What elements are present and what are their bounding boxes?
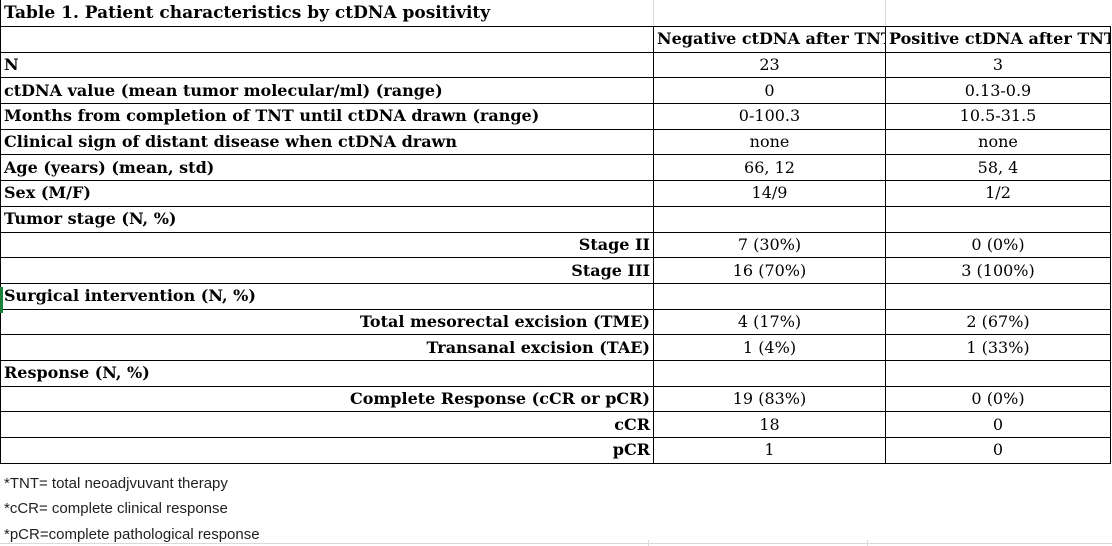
table-row: Stage II 7 (30%) 0 (0%) [0, 231, 1111, 259]
row-label-cell[interactable]: N [0, 51, 654, 79]
value-cell[interactable]: 1/2 [885, 180, 1111, 207]
gridline-vertical [885, 0, 886, 26]
footnotes: *TNT= total neoadjvuvant therapy *cCR= c… [0, 471, 1110, 546]
row-label-cell[interactable]: Age (years) (mean, std) [0, 154, 654, 182]
value-cell[interactable]: none [885, 128, 1111, 156]
table-row: Sex (M/F) 14/9 1/2 [0, 180, 1111, 207]
table-row: Stage III 16 (70%) 3 (100%) [0, 257, 1111, 284]
value-cell[interactable]: 0.13-0.9 [885, 77, 1111, 105]
value-cell[interactable]: 3 (100%) [885, 257, 1111, 284]
footnote-ccr[interactable]: *cCR= complete clinical response [4, 500, 228, 518]
value-cell[interactable]: 23 [653, 51, 886, 79]
value-cell[interactable]: 0 (0%) [885, 385, 1111, 413]
table-row: ctDNA value (mean tumor molecular/ml) (r… [0, 77, 1111, 105]
row-label-cell[interactable]: Surgical intervention (N, %) [0, 282, 654, 310]
table-row: Total mesorectal excision (TME) 4 (17%) … [0, 308, 1111, 336]
row-label-cell[interactable]: Total mesorectal excision (TME) [0, 308, 654, 336]
table-row-category: Response (N, %) [0, 359, 1111, 387]
row-label-cell[interactable]: Sex (M/F) [0, 180, 654, 207]
row-label-cell[interactable]: Tumor stage (N, %) [0, 205, 654, 233]
table-row: Age (years) (mean, std) 66, 12 58, 4 [0, 154, 1111, 182]
value-cell[interactable]: 0 [885, 437, 1111, 464]
row-label-cell[interactable]: Response (N, %) [0, 359, 654, 387]
value-cell[interactable]: 1 [653, 437, 886, 464]
value-cell[interactable]: 1 (33%) [885, 334, 1111, 361]
table-title: Table 1. Patient characteristics by ctDN… [4, 3, 491, 23]
value-cell[interactable] [885, 205, 1111, 233]
value-cell[interactable]: 1 (4%) [653, 334, 886, 361]
value-cell[interactable]: 14/9 [653, 180, 886, 207]
table-row: cCR 18 0 [0, 411, 1111, 438]
value-cell[interactable]: 0-100.3 [653, 103, 886, 130]
row-label-cell[interactable]: Months from completion of TNT until ctDN… [0, 103, 654, 130]
value-cell[interactable]: 10.5-31.5 [885, 103, 1111, 130]
value-cell[interactable]: 16 (70%) [653, 257, 886, 284]
row-label-cell[interactable]: ctDNA value (mean tumor molecular/ml) (r… [0, 77, 654, 105]
value-cell[interactable]: 0 [885, 411, 1111, 438]
table-row: Complete Response (cCR or pCR) 19 (83%) … [0, 385, 1111, 413]
patient-characteristics-table: Negative ctDNA after TNT Positive ctDNA … [0, 26, 1111, 464]
value-cell[interactable]: 0 [653, 77, 886, 105]
value-cell[interactable]: 3 [885, 51, 1111, 79]
column-header-negative-ctdna[interactable]: Negative ctDNA after TNT [653, 26, 886, 53]
table-row-category: Surgical intervention (N, %) [0, 282, 1111, 310]
value-cell[interactable] [653, 282, 886, 310]
value-cell[interactable] [885, 282, 1111, 310]
value-cell[interactable]: 2 (67%) [885, 308, 1111, 336]
table-row-category: Tumor stage (N, %) [0, 205, 1111, 233]
value-cell[interactable]: none [653, 128, 886, 156]
gridline-vertical [867, 540, 868, 546]
value-cell[interactable]: 0 (0%) [885, 231, 1111, 259]
table-row: pCR 1 0 [0, 437, 1111, 464]
value-cell[interactable] [653, 359, 886, 387]
table-row: Transanal excision (TAE) 1 (4%) 1 (33%) [0, 334, 1111, 361]
value-cell[interactable]: 18 [653, 411, 886, 438]
header-row: Negative ctDNA after TNT Positive ctDNA … [0, 26, 1111, 53]
value-cell[interactable]: 7 (30%) [653, 231, 886, 259]
row-label-cell[interactable]: cCR [0, 411, 654, 438]
table-title-cell[interactable]: Table 1. Patient characteristics by ctDN… [0, 0, 1112, 26]
row-label-cell[interactable]: Complete Response (cCR or pCR) [0, 385, 654, 413]
value-cell[interactable]: 4 (17%) [653, 308, 886, 336]
row-label-cell[interactable]: Stage III [0, 257, 654, 284]
footnote-tnt[interactable]: *TNT= total neoadjvuvant therapy [4, 475, 228, 493]
table-row: N 23 3 [0, 51, 1111, 79]
gridline-vertical [648, 540, 649, 546]
selection-indicator [0, 287, 3, 313]
row-label-cell[interactable]: Transanal excision (TAE) [0, 334, 654, 361]
gridline-vertical [653, 0, 654, 26]
header-empty-cell[interactable] [0, 26, 654, 53]
gridline-horizontal [0, 543, 1112, 544]
row-label-cell[interactable]: pCR [0, 437, 654, 464]
table-row: Clinical sign of distant disease when ct… [0, 128, 1111, 156]
column-header-positive-ctdna[interactable]: Positive ctDNA after TNT [885, 26, 1111, 53]
value-cell[interactable]: 66, 12 [653, 154, 886, 182]
row-label-cell[interactable]: Clinical sign of distant disease when ct… [0, 128, 654, 156]
row-label-cell[interactable]: Stage II [0, 231, 654, 259]
value-cell[interactable] [885, 359, 1111, 387]
value-cell[interactable] [653, 205, 886, 233]
value-cell[interactable]: 19 (83%) [653, 385, 886, 413]
value-cell[interactable]: 58, 4 [885, 154, 1111, 182]
footnote-pcr[interactable]: *pCR=complete pathological response [4, 525, 260, 543]
table-row: Months from completion of TNT until ctDN… [0, 103, 1111, 130]
